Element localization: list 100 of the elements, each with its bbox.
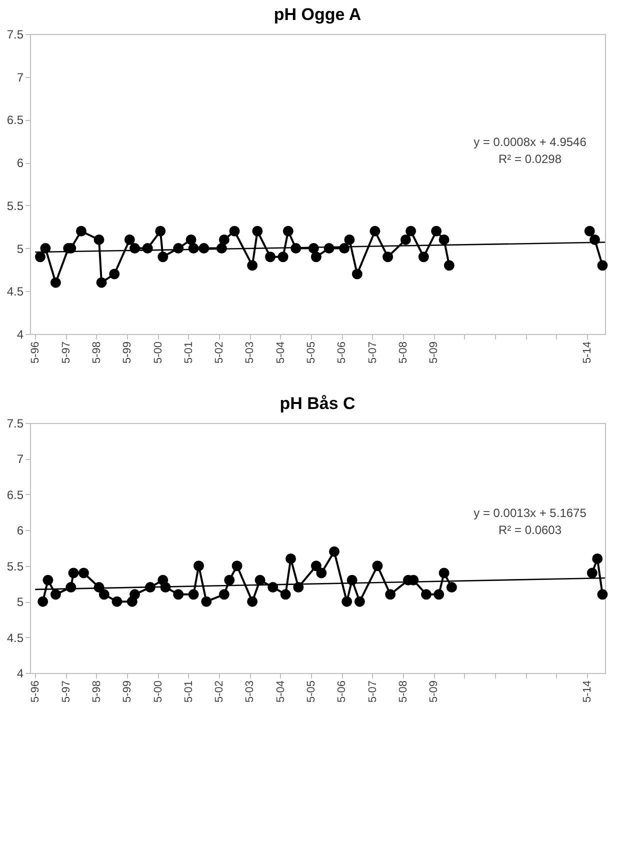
point <box>218 589 230 600</box>
point <box>431 226 442 236</box>
x-tick-label: 5-08 <box>398 680 410 703</box>
point <box>372 560 383 572</box>
point <box>254 574 266 586</box>
point <box>247 596 258 607</box>
annotation: R² = 0.0298 <box>498 152 562 166</box>
point <box>186 234 196 245</box>
point <box>316 568 327 578</box>
point <box>370 226 380 236</box>
y-tick-label: 6 <box>16 156 24 170</box>
x-tick-label: 5-03 <box>244 680 256 703</box>
point <box>68 568 79 578</box>
y-tick-label: 7 <box>16 452 24 466</box>
y-tick-label: 5.5 <box>6 198 24 213</box>
point <box>342 596 352 607</box>
x-tick-label: 5-96 <box>30 342 42 364</box>
x-tick-label: 5-00 <box>152 342 164 364</box>
y-tick-label: 7.5 <box>6 416 24 430</box>
x-tick-label: 5-97 <box>60 680 72 703</box>
chart-title: pH Ogge A <box>274 5 362 24</box>
point <box>247 260 258 271</box>
y-tick-label: 4 <box>16 328 24 342</box>
point <box>94 234 104 245</box>
point <box>352 268 362 280</box>
x-tick-label: 5-00 <box>152 680 164 703</box>
x-tick-label: 5-03 <box>244 342 256 364</box>
point <box>282 226 294 236</box>
point <box>286 553 296 564</box>
x-tick-label: 5-06 <box>336 680 348 703</box>
x-tick-label: 5-07 <box>366 342 379 364</box>
x-tick-label: 5-07 <box>366 680 379 703</box>
point <box>96 277 107 288</box>
point <box>158 252 168 262</box>
point <box>229 226 240 236</box>
point <box>76 226 86 236</box>
point <box>354 596 365 607</box>
point <box>597 260 608 271</box>
x-tick-label: 5-05 <box>306 342 318 364</box>
y-tick-label: 4.5 <box>6 630 24 645</box>
y-tick-label: 7 <box>16 70 24 84</box>
point <box>112 596 122 607</box>
point <box>584 226 595 236</box>
point <box>252 226 263 236</box>
x-tick-label: 5-06 <box>336 342 348 364</box>
x-tick-label: 5-14 <box>582 342 594 364</box>
y-tick-label: 6 <box>16 524 24 538</box>
y-tick-label: 5.5 <box>6 559 24 574</box>
point <box>400 234 411 245</box>
point <box>124 234 135 245</box>
point <box>218 234 230 245</box>
point <box>173 589 184 600</box>
point <box>385 589 396 600</box>
point <box>38 596 48 607</box>
point <box>201 596 212 607</box>
x-tick-label: 5-04 <box>274 342 287 364</box>
y-tick-label: 4 <box>16 666 24 680</box>
point <box>42 574 54 586</box>
x-tick-label: 5-98 <box>90 342 103 364</box>
point <box>78 568 89 578</box>
point <box>446 582 457 593</box>
point <box>109 268 120 280</box>
x-tick-label: 5-05 <box>306 680 318 703</box>
x-tick-label: 5-96 <box>30 680 42 703</box>
point <box>224 574 235 586</box>
x-tick-label: 5-99 <box>122 680 134 703</box>
y-tick-label: 6.5 <box>6 113 24 128</box>
point <box>280 589 291 600</box>
y-tick-label: 7.5 <box>6 28 24 42</box>
point <box>310 252 322 262</box>
point <box>444 260 454 271</box>
point <box>438 568 450 578</box>
x-tick-label: 5-02 <box>214 680 226 703</box>
x-tick-label: 5-04 <box>274 680 287 703</box>
annotation: R² = 0.0603 <box>498 523 562 537</box>
point <box>50 589 61 600</box>
point <box>329 546 340 557</box>
point <box>232 560 242 572</box>
x-tick-label: 5-01 <box>182 680 195 703</box>
x-tick-label: 5-02 <box>214 342 226 364</box>
annotation: y = 0.0013x + 5.1675 <box>474 506 587 520</box>
x-tick-label: 5-08 <box>398 342 410 364</box>
point <box>344 234 355 245</box>
point <box>188 589 199 600</box>
x-tick-label: 5-98 <box>90 680 103 703</box>
annotation: y = 0.0008x + 4.9546 <box>474 135 587 149</box>
x-tick-label: 5-99 <box>122 342 134 364</box>
point <box>406 226 416 236</box>
y-tick-label: 6.5 <box>6 488 24 502</box>
x-tick-label: 5-01 <box>182 342 195 364</box>
y-tick-label: 5 <box>16 595 24 610</box>
x-tick-label: 5-09 <box>428 680 440 703</box>
point <box>50 277 61 288</box>
point <box>418 252 429 262</box>
point <box>98 589 110 600</box>
point <box>434 589 444 600</box>
y-tick-label: 5 <box>16 242 24 256</box>
x-tick-label: 5-14 <box>582 680 594 703</box>
point <box>130 589 140 600</box>
point <box>35 252 46 262</box>
